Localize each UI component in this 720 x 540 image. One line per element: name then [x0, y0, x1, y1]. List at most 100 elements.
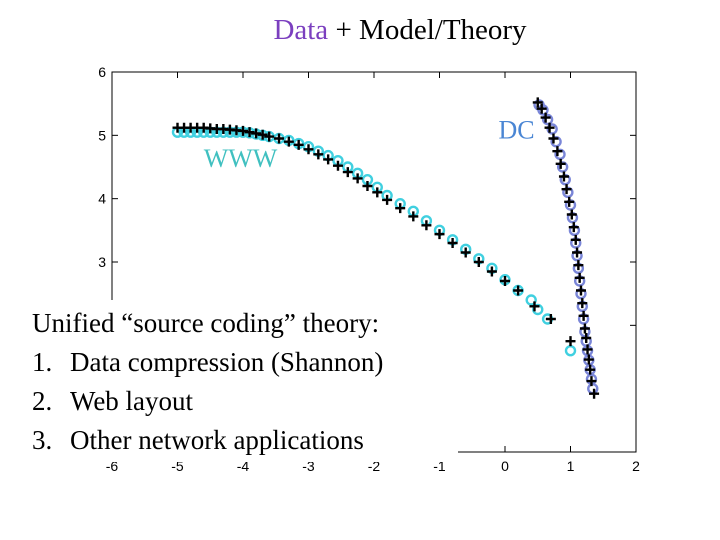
model-point	[573, 260, 584, 271]
model-point	[323, 154, 334, 165]
y-tick-label: 4	[98, 191, 106, 207]
y-tick-label: 6	[98, 64, 106, 80]
x-tick-label: 1	[567, 458, 575, 474]
model-point	[264, 131, 275, 142]
model-point	[303, 144, 314, 155]
model-point	[578, 310, 589, 321]
model-point	[244, 127, 255, 138]
theory-text-box: Unified “source coding” theory: 1. Data c…	[28, 300, 458, 462]
model-point	[579, 323, 590, 334]
data-point	[587, 382, 599, 395]
model-point	[395, 203, 406, 214]
model-point	[572, 247, 583, 258]
model-point	[575, 285, 586, 296]
series-dc-model	[532, 97, 600, 399]
data-point	[564, 199, 577, 211]
data-point	[541, 113, 554, 126]
x-tick-label: -6	[106, 458, 119, 474]
x-tick-label: -5	[171, 458, 184, 474]
model-point	[586, 376, 597, 387]
theory-item-number: 3.	[32, 425, 53, 455]
model-point	[513, 285, 524, 296]
model-point	[332, 160, 343, 171]
title-rest: + Model/Theory	[328, 14, 527, 46]
model-point	[283, 136, 294, 147]
model-point	[577, 298, 588, 309]
model-point	[238, 125, 248, 136]
model-point	[460, 247, 471, 258]
model-point	[574, 272, 585, 283]
model-point	[529, 301, 540, 312]
x-tick-label: -2	[368, 458, 381, 474]
model-point	[313, 149, 324, 160]
model-point	[486, 266, 497, 277]
annotation-www: WWW	[204, 144, 278, 173]
model-point	[548, 133, 559, 144]
model-point	[589, 388, 600, 399]
model-point	[564, 196, 575, 207]
theory-item-number: 2.	[32, 386, 53, 416]
model-point	[561, 184, 572, 195]
model-point	[434, 229, 445, 240]
theory-item-text: Other network applications	[70, 425, 364, 455]
y-tick-label: 5	[98, 127, 106, 143]
plot-annotations: WWW DC	[204, 116, 535, 174]
data-point	[562, 186, 574, 199]
x-tick-label: -4	[237, 458, 250, 474]
model-point	[536, 103, 547, 114]
model-point	[473, 257, 484, 267]
model-point	[293, 139, 304, 150]
plot-marks	[171, 97, 600, 399]
model-point	[257, 129, 268, 140]
model-point	[558, 171, 569, 182]
data-point	[550, 135, 562, 148]
model-point	[570, 234, 581, 245]
model-point	[447, 238, 458, 248]
data-point	[532, 303, 544, 316]
data-point	[546, 123, 558, 135]
theory-item: 1. Data compression (Shannon)	[32, 343, 452, 382]
model-point	[582, 344, 593, 355]
model-point	[566, 209, 577, 220]
data-point	[537, 104, 549, 116]
model-point	[540, 112, 551, 123]
annotation-dc: DC	[498, 116, 534, 145]
model-point	[552, 146, 563, 157]
model-point	[545, 314, 556, 324]
model-point	[408, 211, 419, 222]
theory-item-text: Data compression (Shannon)	[70, 347, 384, 377]
data-point	[556, 161, 569, 173]
model-point	[382, 194, 393, 205]
model-point	[421, 220, 432, 231]
theory-item: 2. Web layout	[32, 382, 452, 421]
x-tick-label: -1	[433, 458, 446, 474]
model-point	[565, 336, 576, 347]
model-point	[342, 167, 353, 178]
model-point	[544, 122, 555, 133]
y-tick-label: 3	[98, 254, 106, 270]
theory-heading: Unified “source coding” theory:	[32, 308, 380, 338]
x-tick-label: 2	[632, 458, 640, 474]
model-point	[352, 173, 363, 184]
theory-item-text: Web layout	[70, 386, 194, 416]
model-point	[568, 222, 579, 233]
data-point	[525, 294, 537, 306]
model-point	[583, 354, 594, 365]
model-point	[581, 333, 592, 343]
chart-title: Data + Model/Theory	[0, 14, 720, 47]
data-point	[564, 344, 577, 357]
model-point	[372, 187, 383, 198]
model-point	[274, 133, 285, 144]
model-point	[585, 364, 596, 375]
title-data: Data	[273, 14, 329, 46]
theory-item: 3. Other network applications	[32, 421, 452, 460]
x-tick-label: -3	[302, 458, 315, 474]
model-point	[500, 276, 510, 286]
x-tick-label: 0	[501, 458, 509, 474]
model-point	[532, 97, 543, 108]
data-point	[559, 173, 571, 186]
model-point	[555, 158, 566, 169]
theory-item-number: 1.	[32, 347, 53, 377]
series-www-model	[172, 122, 576, 347]
